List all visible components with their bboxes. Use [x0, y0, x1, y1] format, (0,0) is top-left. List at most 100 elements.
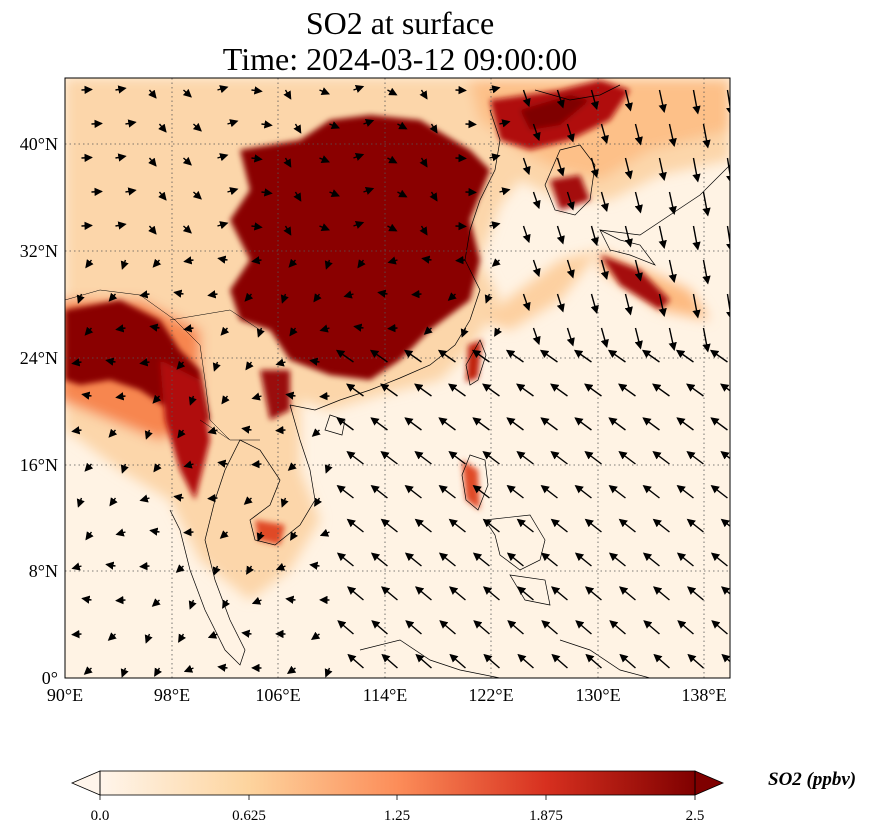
wind-arrow [584, 518, 602, 533]
wind-arrow [720, 383, 730, 392]
wind-arrow [347, 586, 364, 601]
wind-arrow [182, 224, 192, 234]
wind-arrow [217, 153, 229, 162]
wind-arrow [505, 349, 524, 363]
wind-arrow [472, 484, 490, 499]
wind-arrow [310, 631, 321, 641]
wind-arrow [144, 633, 153, 644]
wind-vectors [71, 85, 741, 678]
wind-arrow [652, 518, 670, 533]
wind-arrow [692, 89, 701, 115]
wind-arrow [217, 255, 228, 264]
wind-arrow [522, 225, 531, 244]
wind-arrow [319, 528, 330, 537]
wind-arrow [404, 417, 422, 431]
wind-arrow [343, 290, 354, 299]
wind-arrow [483, 586, 500, 601]
wind-arrow [411, 289, 422, 299]
wind-arrow [438, 417, 456, 431]
wind-arrow [311, 428, 321, 437]
wind-arrow [207, 493, 218, 503]
wind-arrow [600, 123, 609, 145]
colorbar-max-extend [694, 770, 725, 796]
wind-arrow [148, 89, 157, 99]
wind-arrow [81, 153, 93, 163]
wind-arrow [618, 518, 636, 533]
wind-arrow [634, 191, 643, 214]
wind-arrow [154, 667, 163, 677]
wind-arrow [192, 122, 202, 132]
wind-arrow [115, 392, 126, 401]
wind-arrow [115, 153, 127, 162]
wind-arrow [192, 190, 202, 200]
wind-arrow [139, 290, 150, 299]
wind-arrow [336, 417, 354, 431]
wind-arrow [178, 633, 187, 643]
wind-arrow [76, 497, 85, 508]
lat-tick-label: 0° [42, 668, 58, 688]
wind-arrow [522, 157, 531, 176]
wind-arrow [404, 552, 422, 567]
wind-arrow [275, 358, 286, 367]
wind-arrow [217, 459, 228, 468]
wind-arrow [387, 323, 398, 333]
wind-arrow [337, 620, 354, 635]
wind-arrow [319, 324, 330, 333]
wind-arrow [532, 327, 541, 346]
wind-arrow [532, 123, 541, 142]
wind-arrow [335, 349, 354, 363]
wind-arrow [109, 497, 118, 507]
wind-arrow [182, 156, 192, 166]
wind-arrow [710, 552, 728, 567]
wind-arrow [482, 518, 500, 533]
wind-arrow [507, 620, 524, 635]
colorbar-tick-label: 0.0 [91, 808, 110, 824]
wind-arrow [608, 552, 626, 567]
wind-arrow [275, 562, 286, 571]
wind-arrow [241, 425, 252, 434]
wind-arrow [516, 451, 534, 465]
wind-arrow [139, 561, 150, 571]
map-title-line2: Time: 2024-03-12 09:00:00 [222, 41, 578, 77]
lon-axis: 90°E 98°E 106°E 114°E 122°E 130°E 138°E [47, 685, 727, 705]
wind-arrow [81, 85, 93, 95]
wind-arrow [314, 497, 323, 507]
wind-arrow [346, 383, 364, 397]
wind-arrow [419, 89, 428, 100]
wind-arrow [584, 383, 602, 397]
wind-arrow [212, 565, 221, 576]
wind-arrow [692, 225, 701, 251]
wind-arrow [658, 157, 667, 181]
wind-arrow [675, 349, 694, 363]
wind-arrow [115, 85, 127, 94]
wind-arrow [471, 349, 490, 363]
wind-arrow [642, 484, 660, 499]
wind-arrow [737, 192, 741, 217]
wind-arrow [686, 383, 704, 397]
wind-arrow [668, 259, 677, 283]
wind-arrow [139, 494, 150, 503]
wind-arrow [336, 484, 354, 499]
wind-arrow [540, 417, 558, 431]
wind-arrow [489, 221, 501, 230]
wind-arrow [506, 552, 524, 567]
wind-arrow [608, 484, 626, 499]
wind-arrow [183, 664, 194, 673]
wind-arrow [692, 157, 701, 183]
wind-arrow [251, 459, 262, 469]
wind-arrow [115, 528, 126, 537]
wind-arrow [370, 417, 388, 431]
wind-arrow [183, 460, 194, 469]
wind-arrow [517, 586, 534, 601]
wind-arrow [726, 293, 730, 320]
wind-arrow [371, 620, 388, 635]
wind-arrow [634, 123, 643, 146]
wind-arrow [429, 123, 438, 134]
wind-arrow [245, 361, 254, 371]
wind-arrow [115, 221, 127, 230]
wind-arrow [566, 259, 575, 279]
wind-arrow [499, 119, 511, 128]
wind-arrow [363, 187, 375, 195]
wind-arrow [711, 620, 728, 635]
lat-tick-label: 32°N [20, 241, 58, 261]
